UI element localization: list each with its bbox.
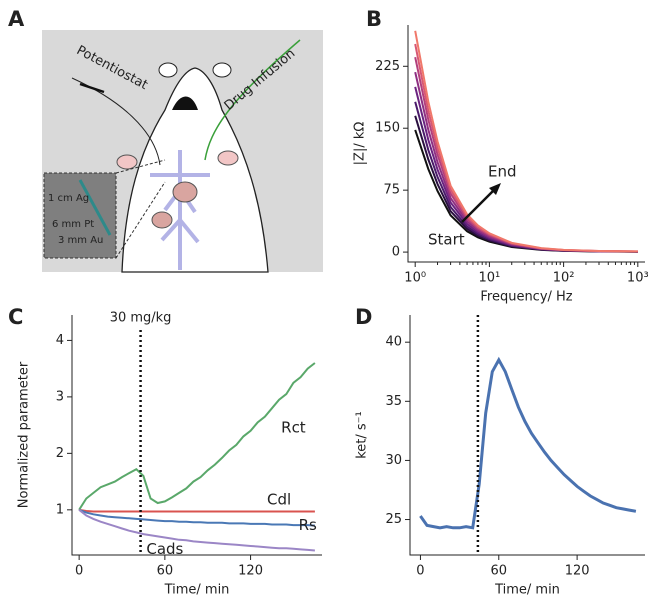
- x-tick-label: 10²: [553, 271, 575, 286]
- y-tick-label: 225: [375, 59, 400, 74]
- series-line: [78, 508, 315, 527]
- x-tick-label: 120: [238, 564, 263, 579]
- electrode: [78, 179, 112, 236]
- y-tick-label: 0: [392, 245, 400, 260]
- x-tick-label: 10³: [627, 271, 649, 286]
- x-tick-label: 10⁰: [404, 271, 426, 286]
- rat-paw: [217, 150, 239, 166]
- annotation-arrowhead: [489, 183, 501, 195]
- x-axis-label: Time/ min: [494, 583, 560, 597]
- series-label: Rs: [299, 516, 317, 534]
- x-tick-label: 0: [416, 564, 424, 579]
- series-label: Rct: [281, 418, 306, 436]
- y-tick-label: 4: [56, 333, 64, 348]
- y-tick-label: 3: [56, 389, 64, 404]
- series-line: [78, 508, 315, 513]
- infusion-line: [204, 39, 301, 161]
- series-line: [414, 56, 638, 253]
- rat-ear: [158, 62, 178, 78]
- series-line: [414, 30, 638, 253]
- rat-mouth: [172, 96, 198, 110]
- x-tick-label: 10¹: [479, 271, 501, 286]
- x-axis-label: Time/ min: [164, 583, 230, 597]
- inset-label: 3 mm Au: [58, 235, 103, 246]
- organ: [151, 211, 173, 229]
- y-tick-label: 25: [385, 512, 402, 527]
- inset: [43, 172, 117, 259]
- panel-label: C: [8, 305, 23, 329]
- axis-line: [409, 315, 645, 556]
- series-line: [414, 71, 638, 253]
- y-axis-label: ket/ s⁻¹: [355, 411, 370, 459]
- y-tick-label: 35: [385, 394, 402, 409]
- series-line: [419, 356, 637, 530]
- y-tick-label: 2: [56, 446, 64, 461]
- rat-ear: [212, 62, 232, 78]
- x-tick-label: 60: [157, 564, 174, 579]
- annotation: Start: [428, 231, 465, 249]
- x-tick-label: 60: [491, 564, 508, 579]
- inset-label: 6 mm Pt: [52, 219, 94, 230]
- y-tick-label: 75: [383, 183, 400, 198]
- y-tick-label: 40: [385, 335, 402, 350]
- annotation-arrow: [461, 187, 497, 223]
- y-tick-label: 1: [56, 502, 64, 517]
- y-tick-label: 30: [385, 453, 402, 468]
- series-line: [78, 362, 316, 511]
- axis-line: [407, 25, 645, 263]
- panel-label: B: [366, 7, 382, 31]
- panel-label: A: [8, 7, 25, 31]
- series-line: [414, 43, 638, 253]
- organ: [172, 181, 198, 203]
- arrow: [79, 82, 105, 94]
- series-label: Cads: [146, 540, 183, 558]
- panel-label: D: [355, 305, 372, 329]
- annotation: 30 mg/kg: [110, 311, 172, 326]
- inset-guides: [115, 159, 166, 259]
- x-axis-label: Frequency/ Hz: [480, 290, 572, 305]
- series-line: [414, 86, 638, 253]
- annotation: End: [488, 163, 517, 181]
- y-axis-label: Normalized parameter: [17, 361, 32, 508]
- series-line: [78, 509, 315, 552]
- series-label: Cdl: [267, 491, 291, 509]
- inset-label: 1 cm Ag: [48, 193, 89, 204]
- y-axis-label: |Z|/ kΩ: [353, 122, 368, 166]
- y-tick-label: 150: [375, 121, 400, 136]
- rat-paw: [116, 154, 138, 170]
- x-tick-label: 120: [565, 564, 590, 579]
- diagram: Potentiostat Drug Infusion 1 cm Ag 6 mm …: [42, 30, 323, 273]
- x-tick-label: 0: [75, 564, 83, 579]
- axis-line: [71, 315, 322, 556]
